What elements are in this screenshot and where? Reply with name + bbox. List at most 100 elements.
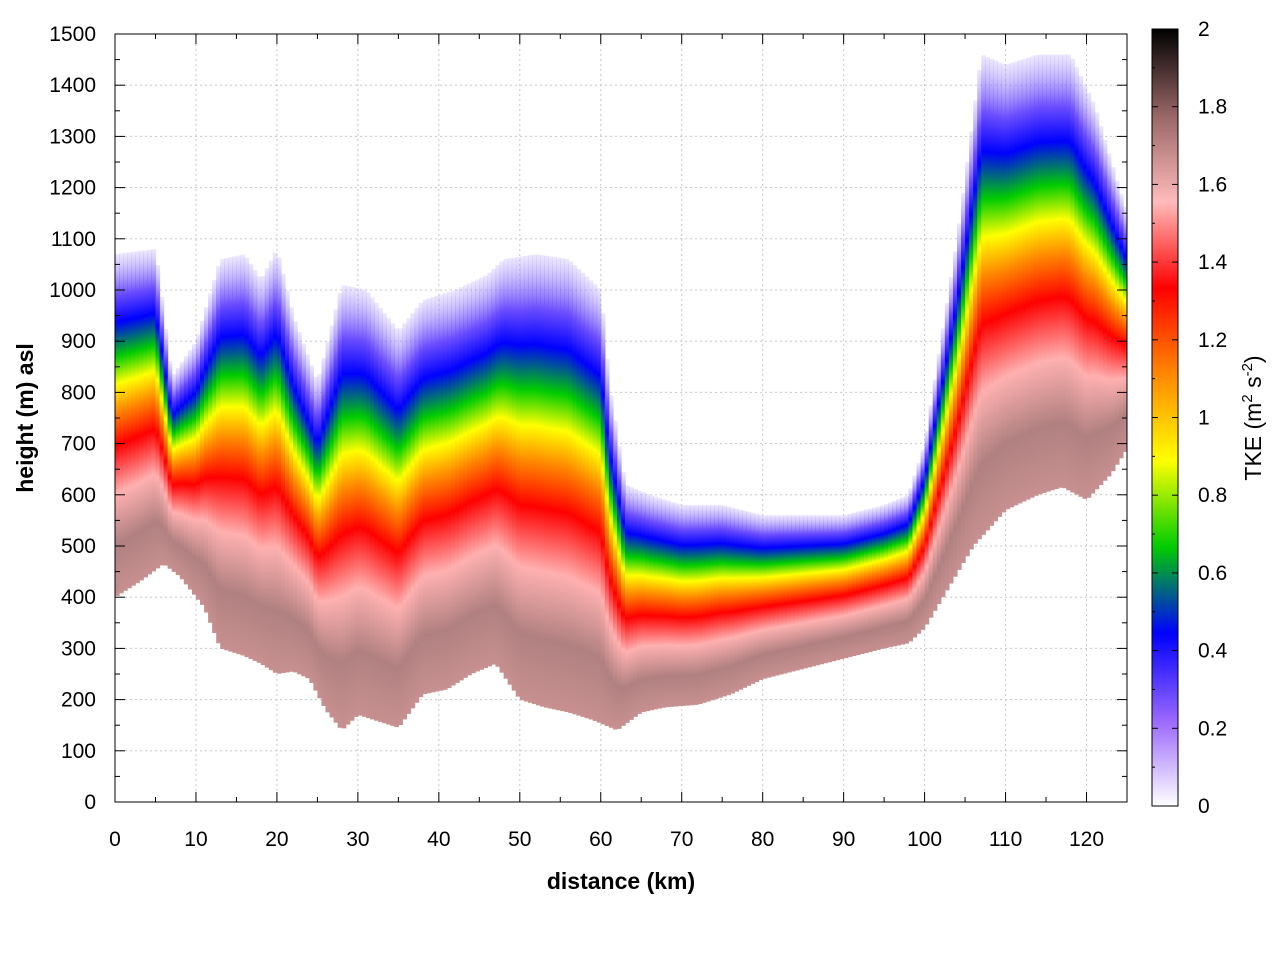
tke-column <box>240 254 246 656</box>
tke-column <box>483 275 489 669</box>
tke-column <box>835 515 841 661</box>
tke-column <box>119 253 124 594</box>
tke-column <box>985 57 990 531</box>
tke-column <box>1054 54 1059 490</box>
tke-column <box>908 488 914 642</box>
tke-column <box>1058 54 1063 488</box>
colorbar-tick-label: 1.4 <box>1198 251 1228 274</box>
x-tick-label: 30 <box>346 828 369 851</box>
tke-column <box>531 254 537 705</box>
tke-column <box>442 293 448 690</box>
tke-column <box>159 297 165 566</box>
x-tick-label: 40 <box>427 828 450 851</box>
tke-column <box>325 341 331 713</box>
tke-column <box>187 350 193 590</box>
x-axis-title: distance (km) <box>547 868 695 894</box>
tke-column <box>766 515 772 678</box>
tke-column <box>774 515 780 676</box>
tke-column <box>1118 194 1124 459</box>
x-tick-label: 0 <box>109 828 121 851</box>
tke-column <box>260 275 266 666</box>
tke-column <box>422 299 428 695</box>
tke-column <box>418 302 424 698</box>
tke-column <box>523 255 529 702</box>
tke-column <box>981 55 986 535</box>
tke-column <box>799 515 804 670</box>
tke-column <box>224 258 229 651</box>
tke-column <box>446 291 452 689</box>
tke-column <box>791 515 796 672</box>
tke-column <box>139 250 144 581</box>
tke-column <box>633 488 638 717</box>
y-tick-label: 0 <box>84 791 96 814</box>
colorbar-tick-label: 0.2 <box>1198 717 1227 740</box>
tke-column <box>649 495 654 711</box>
tke-column <box>973 100 978 544</box>
x-tick-label: 100 <box>907 828 942 851</box>
tke-column <box>770 515 776 677</box>
tke-column <box>863 509 869 654</box>
y-tick-label: 600 <box>61 484 96 507</box>
y-tick-label: 1300 <box>49 125 96 148</box>
tke-column <box>131 251 136 586</box>
tke-column <box>637 490 642 714</box>
tke-column <box>487 272 493 667</box>
x-tick-label: 10 <box>184 828 207 851</box>
tke-column <box>746 511 752 686</box>
tke-column <box>123 252 128 591</box>
tke-column <box>503 258 509 679</box>
tke-column <box>220 258 225 650</box>
y-tick-label: 1400 <box>49 74 96 97</box>
tke-column <box>535 254 541 706</box>
tke-column <box>1046 54 1051 492</box>
tke-column <box>742 510 748 688</box>
tke-column <box>378 307 383 722</box>
tke-column <box>333 309 339 723</box>
tke-column <box>244 257 250 658</box>
tke-column <box>426 298 432 694</box>
tke-column <box>689 505 695 706</box>
tke-column <box>584 276 590 719</box>
tke-column <box>370 297 375 720</box>
tke-column <box>1102 139 1108 481</box>
tke-column <box>815 515 820 666</box>
tke-column <box>455 289 460 683</box>
tke-column <box>693 505 699 705</box>
tke-column <box>989 58 995 526</box>
tke-column <box>382 313 387 724</box>
x-tick-label: 20 <box>265 828 288 851</box>
tke-column <box>1001 63 1007 513</box>
tke-column <box>519 256 525 701</box>
tke-column <box>855 511 861 656</box>
y-tick-label: 900 <box>61 330 96 353</box>
tke-column <box>268 260 274 671</box>
tke-column <box>204 307 209 613</box>
tke-column <box>1029 56 1035 498</box>
tke-column <box>1070 58 1075 493</box>
x-tick-label: 60 <box>589 828 612 851</box>
tke-column <box>341 285 347 729</box>
x-tick-label: 110 <box>989 828 1022 851</box>
tke-column <box>782 515 788 674</box>
tke-column <box>1009 62 1015 508</box>
y-tick-label: 1100 <box>51 228 96 251</box>
tke-column <box>434 295 440 692</box>
tke-column <box>365 292 371 719</box>
tke-column <box>552 257 557 710</box>
tke-column <box>876 506 881 650</box>
tke-column <box>228 257 233 652</box>
tke-column <box>1062 54 1067 489</box>
tke-column <box>997 62 1003 517</box>
colorbar-tick-label: 0.4 <box>1198 640 1228 663</box>
tke-column <box>928 405 934 618</box>
tke-column <box>952 251 958 577</box>
tke-column <box>916 462 922 634</box>
tke-column <box>507 258 513 685</box>
tke-column <box>374 302 379 721</box>
tke-column <box>438 294 444 691</box>
tke-column <box>1074 67 1080 495</box>
tke-column <box>718 505 723 698</box>
y-tick-label: 500 <box>61 535 96 558</box>
tke-column <box>843 514 849 659</box>
